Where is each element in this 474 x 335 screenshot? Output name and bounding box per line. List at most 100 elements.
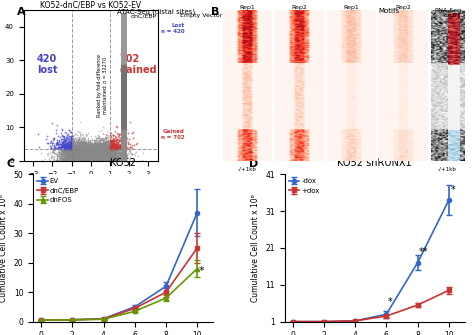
Point — [99, 147, 106, 153]
Point — [82, 155, 90, 160]
Point — [94, 154, 102, 159]
Point — [67, 152, 75, 158]
Point — [99, 157, 107, 163]
Point — [82, 156, 90, 162]
Point — [102, 142, 109, 148]
Point — [113, 124, 120, 129]
Point — [71, 142, 79, 148]
Point — [75, 151, 83, 156]
Point — [91, 151, 99, 157]
Point — [93, 157, 101, 163]
Point — [96, 156, 104, 161]
Point — [98, 154, 105, 159]
Point — [106, 156, 113, 162]
Point — [93, 157, 100, 163]
Point — [107, 157, 115, 162]
Point — [107, 151, 115, 156]
Point — [93, 150, 100, 155]
Point — [82, 152, 90, 158]
Point — [82, 152, 90, 157]
Point — [128, 151, 136, 157]
Point — [79, 157, 87, 163]
Point — [81, 153, 89, 158]
Point — [122, 155, 129, 161]
Point — [89, 146, 96, 151]
Point — [69, 144, 77, 149]
Point — [80, 154, 87, 160]
Point — [102, 149, 110, 154]
Point — [60, 142, 68, 147]
Point — [86, 151, 93, 156]
Point — [95, 155, 103, 160]
Point — [76, 155, 84, 160]
Point — [79, 149, 87, 155]
Point — [86, 156, 93, 161]
Point — [91, 150, 99, 155]
Point — [106, 157, 113, 162]
Point — [69, 156, 76, 162]
Point — [87, 157, 94, 163]
Point — [96, 147, 104, 152]
Point — [78, 154, 86, 160]
Point — [94, 155, 101, 161]
Point — [73, 140, 81, 145]
Point — [92, 150, 100, 156]
Point — [85, 156, 93, 162]
Point — [72, 153, 80, 159]
Point — [106, 155, 114, 160]
Point — [72, 157, 79, 162]
Point — [87, 152, 94, 158]
Point — [68, 148, 76, 153]
Point — [87, 158, 94, 163]
Point — [74, 157, 82, 162]
Point — [72, 156, 80, 162]
Point — [77, 157, 85, 163]
Point — [112, 144, 119, 149]
Point — [67, 154, 75, 159]
Point — [95, 154, 102, 159]
Point — [99, 157, 107, 162]
Point — [70, 149, 77, 155]
Point — [90, 149, 97, 154]
Point — [105, 153, 113, 158]
Point — [59, 155, 67, 160]
Point — [80, 149, 88, 155]
Point — [59, 156, 67, 162]
Point — [84, 151, 92, 157]
Point — [81, 157, 89, 162]
Point — [80, 151, 87, 156]
Point — [75, 154, 83, 159]
Point — [93, 156, 100, 161]
Point — [63, 153, 70, 158]
Point — [91, 153, 99, 158]
Point — [81, 156, 88, 162]
Point — [104, 151, 111, 157]
Point — [85, 157, 92, 162]
Point — [87, 157, 95, 163]
Point — [114, 153, 122, 159]
Point — [93, 146, 101, 151]
Point — [84, 151, 91, 157]
Point — [102, 156, 110, 162]
Point — [90, 151, 98, 156]
Point — [96, 154, 103, 159]
Point — [106, 152, 114, 157]
Point — [74, 148, 82, 153]
Point — [95, 154, 103, 159]
Point — [54, 153, 61, 158]
Point — [81, 156, 88, 161]
Point — [74, 145, 82, 150]
Point — [105, 145, 112, 151]
Point — [79, 154, 86, 160]
Point — [90, 156, 98, 161]
Point — [91, 153, 99, 158]
Point — [85, 154, 92, 160]
Point — [79, 145, 86, 150]
Point — [100, 149, 107, 154]
Point — [85, 149, 92, 154]
Point — [93, 150, 101, 155]
Point — [55, 149, 63, 154]
Point — [85, 151, 93, 156]
Point — [93, 150, 100, 156]
Point — [108, 153, 115, 158]
